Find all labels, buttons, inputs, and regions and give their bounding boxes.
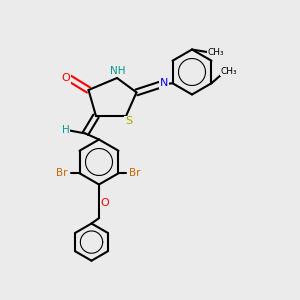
Text: Br: Br (56, 168, 67, 178)
Text: CH₃: CH₃ (220, 67, 237, 76)
Text: NH: NH (110, 66, 125, 76)
Text: H: H (62, 124, 70, 135)
Text: CH₃: CH₃ (208, 48, 224, 57)
Text: O: O (100, 197, 109, 208)
Text: S: S (125, 116, 132, 127)
Text: N: N (160, 78, 168, 88)
Text: Br: Br (129, 168, 141, 178)
Text: O: O (61, 73, 70, 83)
